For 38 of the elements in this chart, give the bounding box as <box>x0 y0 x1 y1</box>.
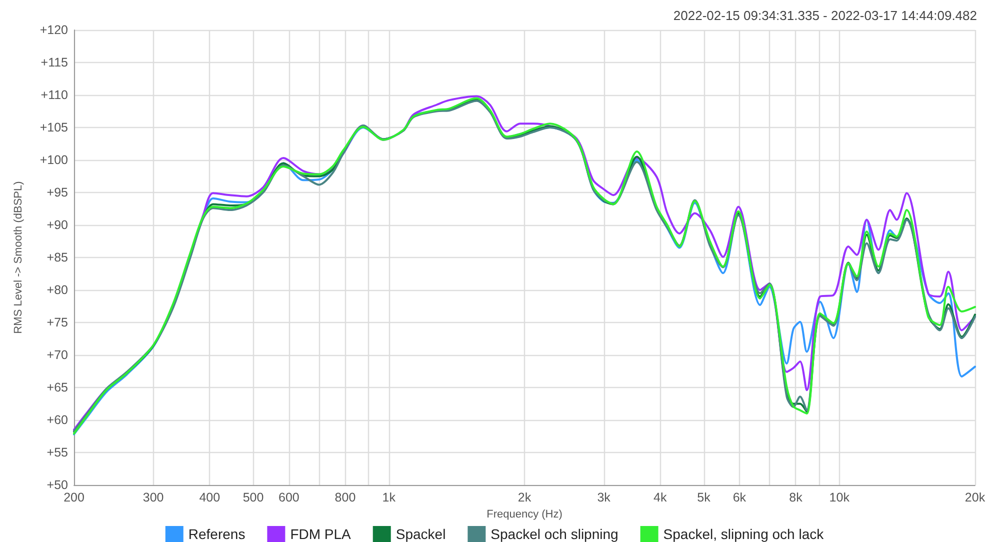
y-tick-label: +120 <box>40 23 68 37</box>
x-tick-label: 6k <box>732 490 747 504</box>
y-tick-label: +80 <box>46 283 68 297</box>
y-tick-label: +60 <box>46 413 68 427</box>
x-tick-label: 4k <box>654 490 668 504</box>
y-tick-label: +75 <box>46 316 68 330</box>
legend-label: Spackel och slipning <box>490 526 618 542</box>
legend-label: Spackel <box>396 526 446 542</box>
x-axis-title: Frequency (Hz) <box>486 508 562 520</box>
x-tick-label: 20k <box>964 490 986 504</box>
y-tick-label: +110 <box>40 88 68 102</box>
x-tick-label: 1k <box>382 490 396 504</box>
y-tick-label: +95 <box>46 186 68 200</box>
x-tick-label: 200 <box>64 490 84 504</box>
x-tick-label: 3k <box>597 490 612 504</box>
x-tick-label: 8k <box>789 490 804 504</box>
x-tick-label: 500 <box>242 490 264 504</box>
y-tick-label: +50 <box>46 478 68 492</box>
x-tick-label: 5k <box>697 490 712 504</box>
legend-label: Spackel, slipning och lack <box>663 526 825 542</box>
x-tick-label: 300 <box>142 490 164 504</box>
x-tick-label: 2k <box>518 490 532 504</box>
y-tick-label: +105 <box>40 120 68 134</box>
y-tick-label: +90 <box>46 218 68 232</box>
y-tick-label: +65 <box>46 380 68 394</box>
legend-label: Referens <box>188 526 246 542</box>
x-tick-label: 600 <box>278 490 300 504</box>
y-tick-label: +55 <box>46 446 68 460</box>
y-axis-title: RMS Level -> Smooth (dBSPL) <box>12 181 24 334</box>
legend-label: FDM PLA <box>290 526 352 542</box>
y-tick-label: +70 <box>46 348 68 362</box>
x-tick-label: 800 <box>334 490 356 504</box>
x-tick-label: 10k <box>829 490 850 504</box>
x-tick-label: 400 <box>199 490 220 504</box>
text: 2022-02-15 09:34:31.335 - 2022-03-17 14:44:09.482 <box>673 8 978 23</box>
y-tick-label: +100 <box>40 153 68 167</box>
y-tick-label: +115 <box>40 56 68 70</box>
y-tick-label: +85 <box>46 250 68 264</box>
